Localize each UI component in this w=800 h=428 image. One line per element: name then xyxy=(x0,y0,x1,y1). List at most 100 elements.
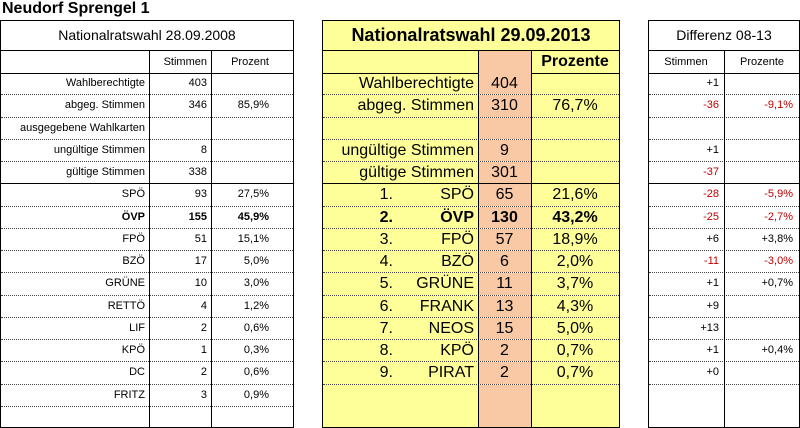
votes-value: 8 xyxy=(200,143,207,156)
votes-value: 346 xyxy=(188,99,207,112)
votes-difference: +1 xyxy=(706,277,719,290)
row-label xyxy=(323,118,474,139)
percent-difference: +0,4% xyxy=(761,344,794,356)
votes-difference: +1 xyxy=(706,143,719,156)
votes-value: 51 xyxy=(194,232,207,245)
percent-value: 0,7% xyxy=(556,342,594,359)
percent-value: 0,9% xyxy=(243,388,269,401)
difference-header: Differenz 08-13 xyxy=(676,27,772,43)
votes-difference: -25 xyxy=(703,210,719,223)
party-name: FRITZ xyxy=(113,388,145,401)
table-row: RETTÖ 4 1,2% xyxy=(1,296,293,318)
table-row: LIF 2 0,6% xyxy=(1,318,293,340)
party-name: FPÖ xyxy=(122,232,145,245)
row-label: gültige Stimmen xyxy=(359,164,474,181)
votes-difference: +1 xyxy=(706,344,719,356)
results-2008-panel: Nationalratswahl 28.09.2008 Stimmen Proz… xyxy=(0,20,294,428)
votes-value: 338 xyxy=(188,166,207,178)
table-row: GRÜNE 10 3,0% xyxy=(1,273,293,296)
percent-difference xyxy=(725,162,793,183)
results-2013-panel: Nationalratswahl 29.09.2013 Prozente Wah… xyxy=(322,20,620,428)
column-header-prozent: Prozent xyxy=(231,56,269,68)
percent-value xyxy=(531,73,619,94)
party-name: GRÜNE xyxy=(105,277,145,290)
party-name: SPÖ xyxy=(121,188,145,201)
votes-difference: -37 xyxy=(703,166,719,178)
table-row: KPÖ 1 0,3% xyxy=(1,340,293,363)
party-name: KPÖ xyxy=(440,342,474,359)
table-row: FPÖ 51 15,1% xyxy=(1,229,293,251)
table-row: FRITZ 3 0,9% xyxy=(1,385,293,407)
table-row: abgeg. Stimmen 310 76,7% xyxy=(323,95,619,118)
percent-value: 5,0% xyxy=(243,255,269,267)
votes-value: 17 xyxy=(194,255,207,267)
party-name: BZÖ xyxy=(122,255,145,267)
table-row: 3. FPÖ 57 18,9% xyxy=(323,228,619,251)
table-row: 5. GRÜNE 11 3,7% xyxy=(323,273,619,296)
percent-difference: -3,0% xyxy=(764,255,793,267)
votes-value: 11 xyxy=(478,273,531,295)
percent-value: 4,3% xyxy=(556,297,594,315)
party-rank: 8. xyxy=(379,342,393,359)
votes-column-fill xyxy=(478,384,531,427)
percent-value: 0,3% xyxy=(243,344,269,356)
votes-value: 2 xyxy=(200,366,207,379)
percent-value: 0,7% xyxy=(556,364,594,382)
percent-value xyxy=(213,73,269,94)
percent-value: 27,5% xyxy=(237,188,269,201)
party-name: SPÖ xyxy=(440,186,474,204)
results-2013-column-headers: Prozente xyxy=(323,50,619,74)
results-2008-header: Nationalratswahl 28.09.2008 xyxy=(58,27,236,43)
party-rank: 7. xyxy=(379,319,393,337)
column-header-stimmen: Stimmen xyxy=(163,56,207,68)
votes-difference: -36 xyxy=(703,99,719,112)
votes-value: 155 xyxy=(188,210,207,223)
votes-value: 9 xyxy=(478,139,531,161)
percent-value: 0,6% xyxy=(243,366,269,379)
votes-value: 15 xyxy=(478,317,531,339)
row-label: ungültige Stimmen xyxy=(53,143,145,156)
table-row: 1. SPÖ 65 21,6% xyxy=(323,184,619,207)
row-label: abgeg. Stimmen xyxy=(64,99,145,112)
percent-difference: -2,7% xyxy=(764,210,793,223)
party-name: ÖVP xyxy=(121,210,145,223)
percent-difference: +3,8% xyxy=(761,232,794,245)
table-row: gültige Stimmen 301 xyxy=(323,162,619,185)
party-name: NEOS xyxy=(428,319,474,337)
table-row: DC 2 0,6% xyxy=(1,362,293,385)
row-label: ungültige Stimmen xyxy=(341,141,474,159)
percent-difference xyxy=(725,296,793,317)
percent-difference xyxy=(725,118,793,139)
percent-difference xyxy=(725,362,793,383)
table-row: 2. ÖVP 130 43,2% xyxy=(323,206,619,229)
sheet-title: Neudorf Sprengel 1 xyxy=(2,0,150,17)
column-header-stimmen: Stimmen xyxy=(664,56,708,68)
votes-difference: +0 xyxy=(706,366,719,379)
row-label: ausgegebene Wahlkarten xyxy=(20,121,145,134)
row-label: Wahlberechtigte xyxy=(65,77,145,89)
percent-value xyxy=(531,162,619,183)
votes-value: 1 xyxy=(200,344,207,356)
votes-difference: +1 xyxy=(706,77,719,89)
row-label: gültige Stimmen xyxy=(66,166,145,178)
table-row: gültige Stimmen 338 xyxy=(1,162,293,185)
votes-value: 310 xyxy=(478,95,531,117)
table-row: ÖVP 155 45,9% xyxy=(1,207,293,229)
percent-value: 85,9% xyxy=(237,99,269,112)
party-name: DC xyxy=(129,366,145,379)
party-rank: 5. xyxy=(379,275,393,293)
votes-value: 2 xyxy=(478,340,531,362)
votes-value: 3 xyxy=(200,388,207,401)
table-row: 4. BZÖ 6 2,0% xyxy=(323,251,619,274)
votes-value: 4 xyxy=(200,299,207,312)
votes-value: 301 xyxy=(478,162,531,184)
party-name: GRÜNE xyxy=(416,275,474,293)
row-label: Wahlberechtigte xyxy=(358,75,474,92)
party-rank: 2. xyxy=(379,208,393,226)
table-row xyxy=(323,117,619,140)
votes-value xyxy=(478,117,531,139)
percent-value xyxy=(531,140,619,161)
party-name: FRANK xyxy=(419,297,474,315)
party-name: ÖVP xyxy=(440,208,474,226)
party-name: RETTÖ xyxy=(107,299,145,312)
